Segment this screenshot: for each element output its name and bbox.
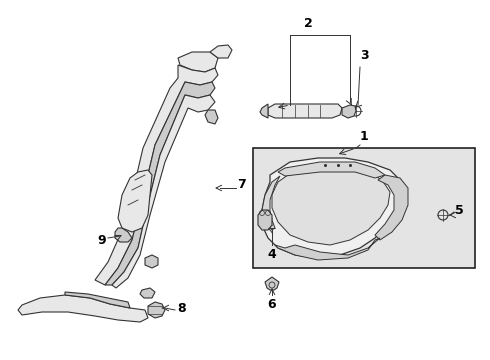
Polygon shape — [115, 228, 132, 242]
Bar — [253, 148, 475, 268]
Polygon shape — [65, 292, 130, 308]
Text: 8: 8 — [177, 302, 186, 315]
Polygon shape — [148, 302, 165, 318]
Polygon shape — [105, 82, 215, 285]
Polygon shape — [118, 170, 152, 232]
Text: 1: 1 — [360, 130, 369, 143]
Text: 4: 4 — [268, 248, 276, 261]
Polygon shape — [278, 162, 385, 178]
Polygon shape — [262, 176, 280, 230]
Polygon shape — [265, 277, 279, 290]
Text: 6: 6 — [268, 298, 276, 311]
Polygon shape — [205, 110, 218, 124]
Polygon shape — [268, 104, 342, 118]
Polygon shape — [145, 255, 158, 268]
Polygon shape — [112, 95, 215, 288]
Polygon shape — [178, 52, 218, 72]
Polygon shape — [272, 166, 390, 245]
Text: 5: 5 — [455, 203, 464, 216]
Polygon shape — [258, 210, 272, 230]
Text: 9: 9 — [98, 234, 106, 247]
Polygon shape — [260, 104, 268, 118]
Text: 7: 7 — [237, 179, 246, 192]
Polygon shape — [275, 238, 380, 260]
Polygon shape — [140, 288, 155, 298]
Text: 2: 2 — [304, 17, 313, 30]
Polygon shape — [342, 105, 356, 118]
Polygon shape — [18, 295, 148, 322]
Polygon shape — [95, 65, 218, 285]
Text: 3: 3 — [360, 49, 368, 62]
Polygon shape — [375, 175, 408, 240]
Polygon shape — [210, 45, 232, 58]
Polygon shape — [262, 158, 402, 258]
